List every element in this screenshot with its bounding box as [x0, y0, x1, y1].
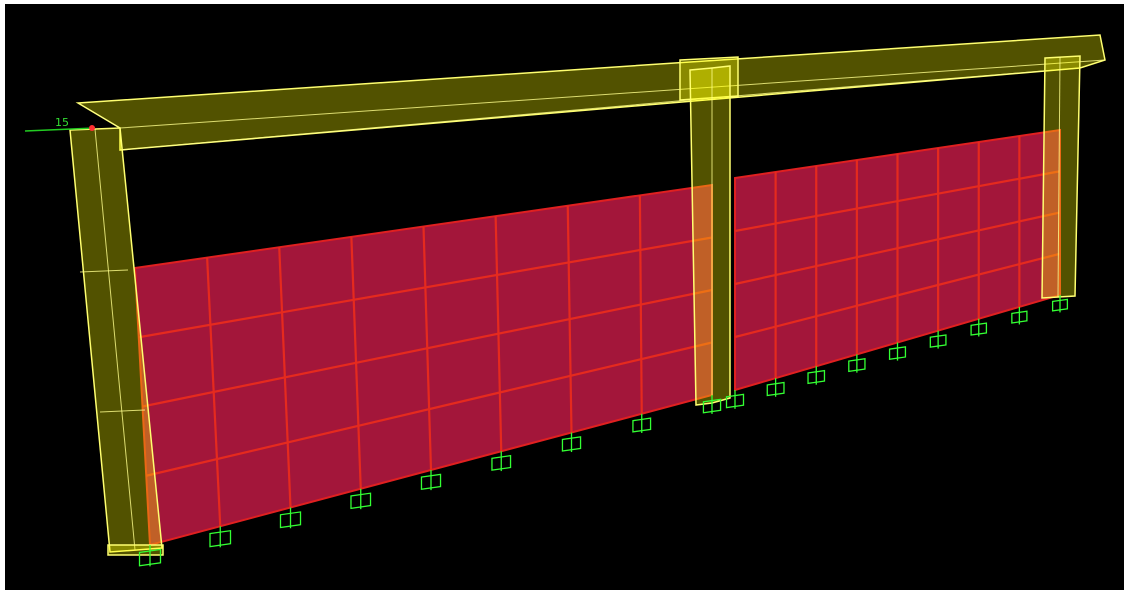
node-label: 15 — [55, 116, 69, 129]
node — [89, 125, 95, 131]
model-viewport: 15 — [0, 0, 1129, 595]
right-column — [1042, 56, 1080, 298]
middle-column — [690, 66, 730, 405]
page: 15 (() => { const data = JSON.parse(docu… — [0, 0, 1129, 595]
